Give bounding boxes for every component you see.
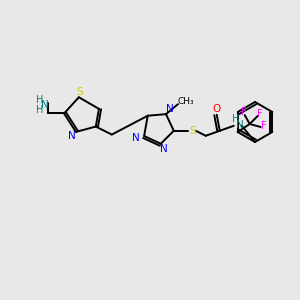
Text: N: N: [68, 131, 76, 141]
Text: O: O: [213, 104, 221, 114]
Text: F: F: [261, 121, 266, 131]
Text: H: H: [36, 105, 44, 116]
Text: H: H: [232, 114, 239, 124]
Text: F: F: [257, 109, 262, 119]
Text: F: F: [241, 107, 247, 117]
Text: H: H: [36, 95, 44, 105]
Text: N: N: [166, 104, 174, 114]
Text: N: N: [132, 133, 140, 143]
Text: S: S: [189, 126, 196, 136]
Text: CH₃: CH₃: [178, 97, 194, 106]
Text: N: N: [160, 144, 168, 154]
Text: N: N: [236, 120, 244, 130]
Text: S: S: [76, 87, 83, 97]
Text: N: N: [41, 100, 49, 110]
